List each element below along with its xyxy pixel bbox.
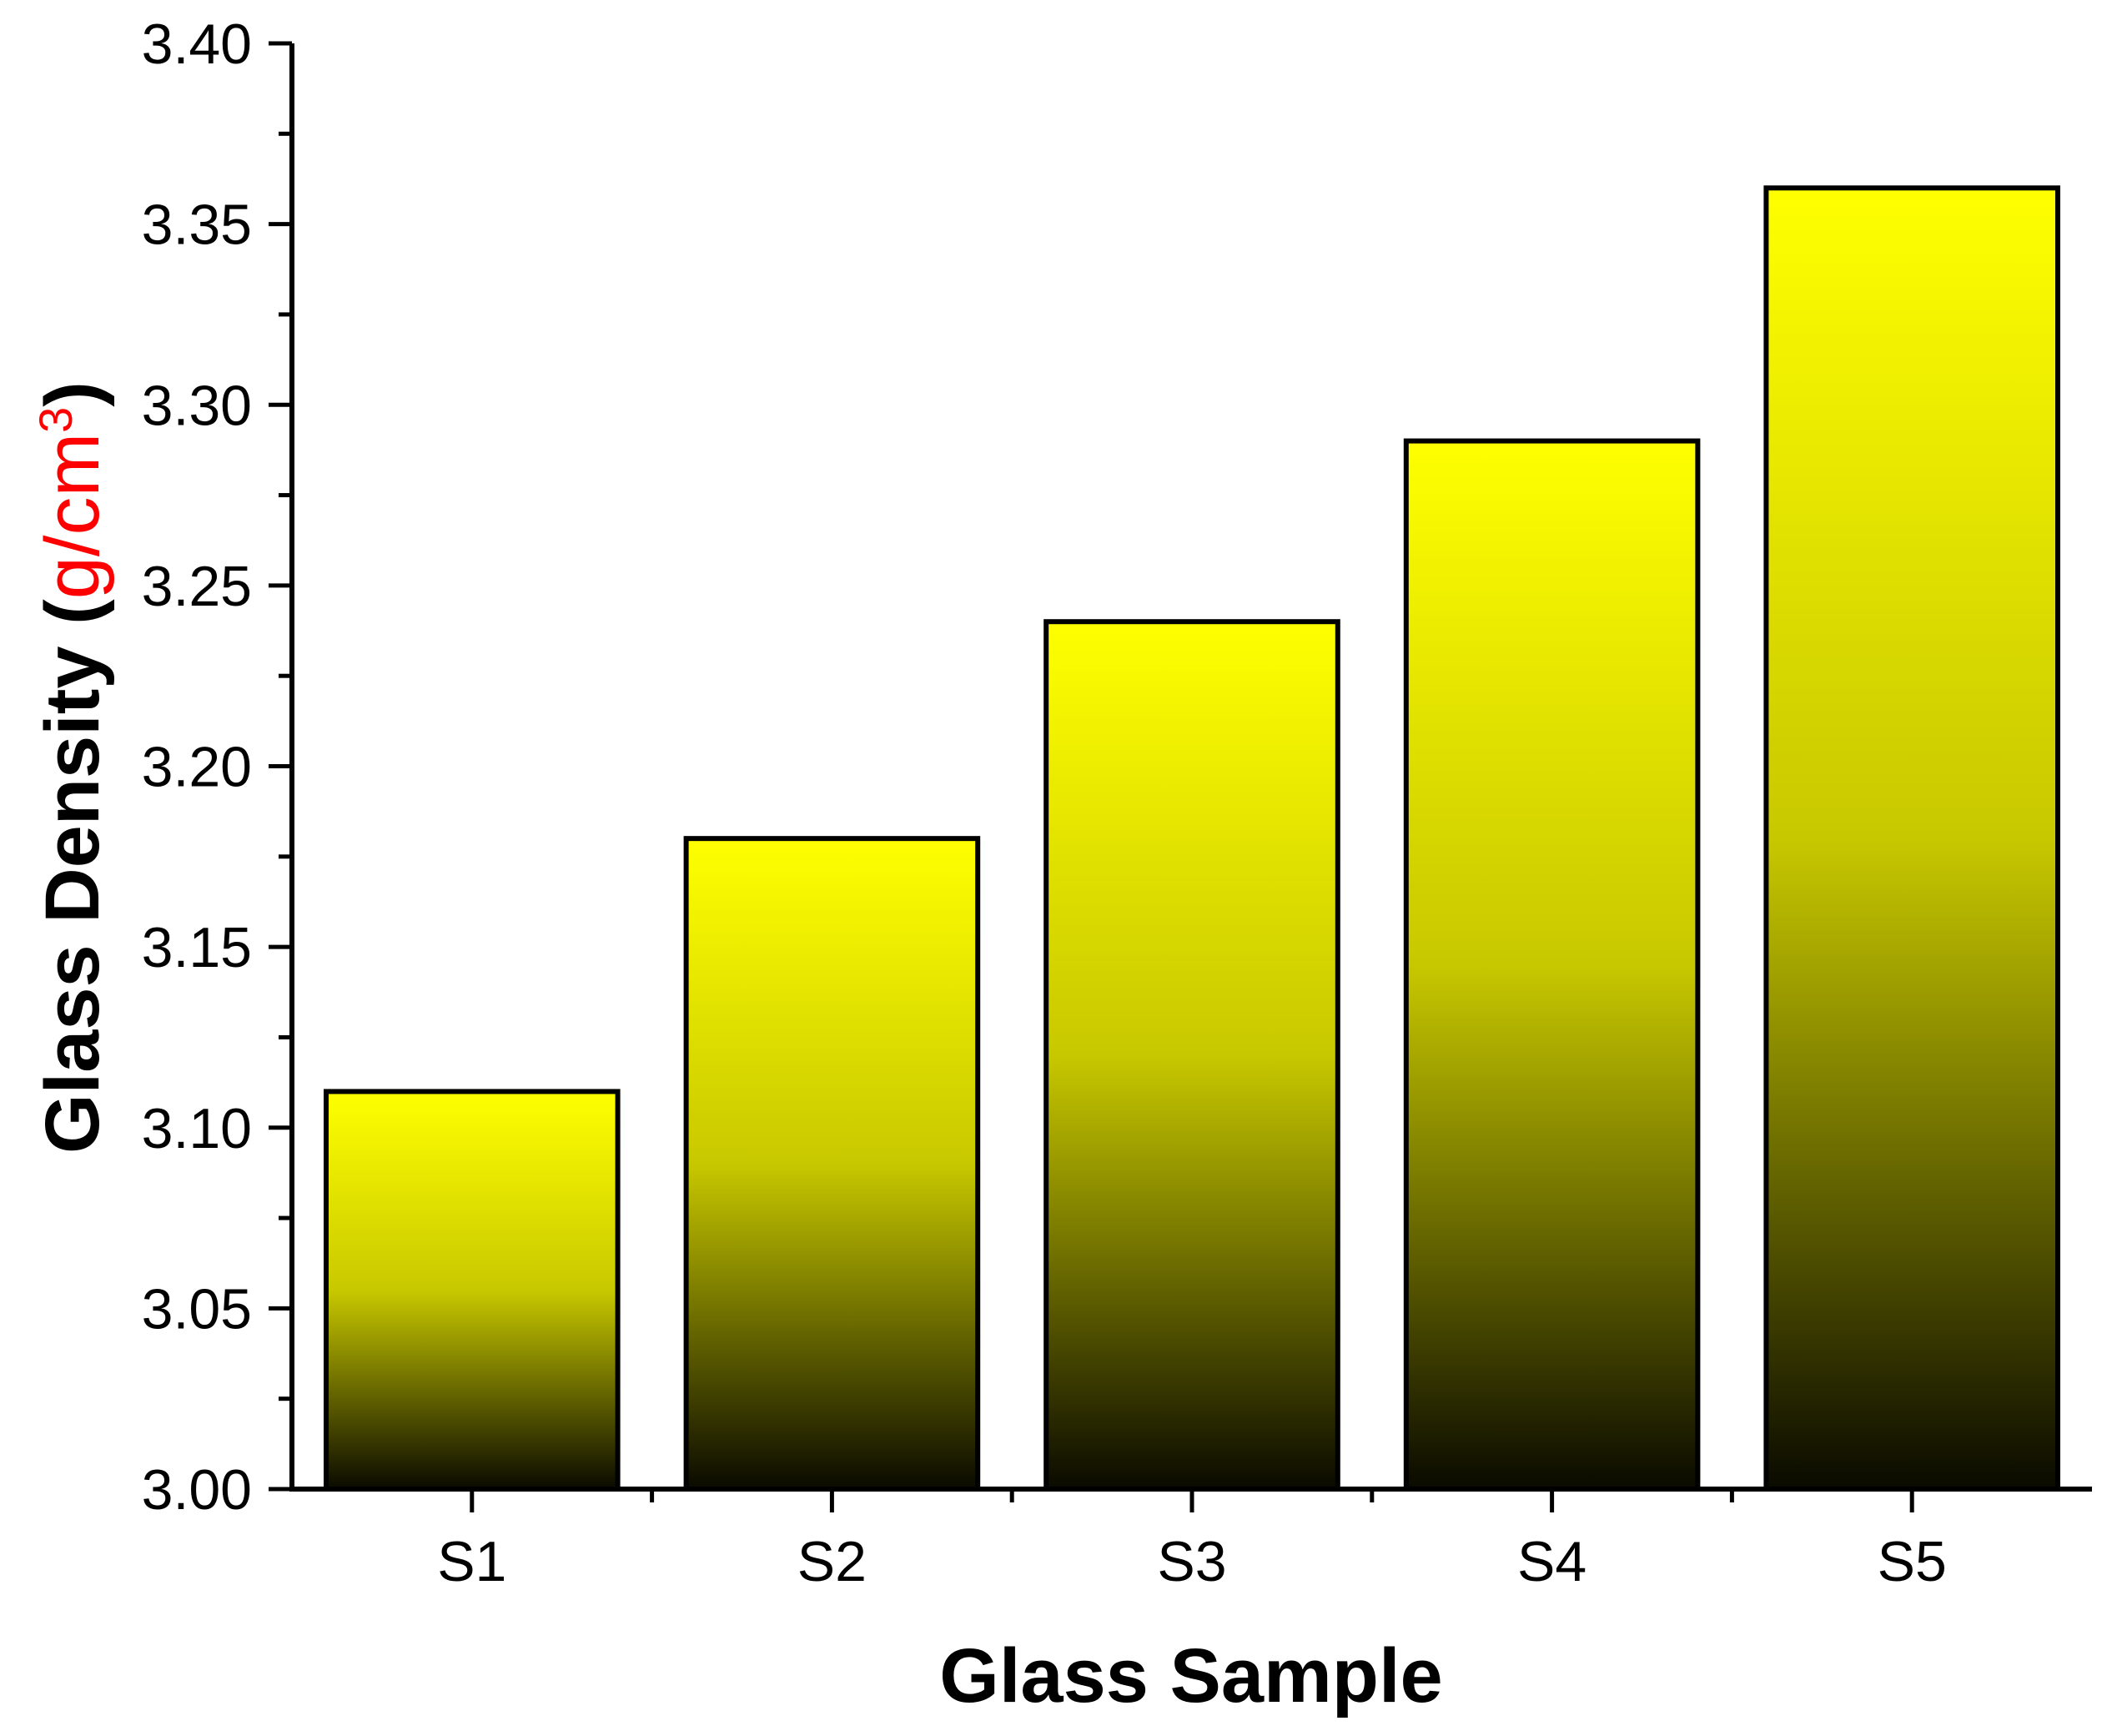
y-tick-label: 3.10	[142, 1097, 252, 1160]
y-tick-label: 3.15	[142, 916, 252, 979]
x-tick-label-s4: S4	[1517, 1530, 1587, 1593]
y-tick-label: 3.25	[142, 555, 252, 618]
y-tick-label: 3.40	[142, 13, 252, 76]
axes-layer	[269, 41, 2092, 1512]
y-tick-label: 3.20	[142, 736, 252, 799]
y-tick-label: 3.30	[142, 374, 252, 437]
bar-s2	[683, 836, 981, 1492]
y-tick-label: 3.05	[142, 1277, 252, 1341]
bar-s1	[324, 1089, 621, 1492]
bar-s4	[1403, 438, 1701, 1492]
y-axis-title-prefix: Glass Density (	[30, 599, 115, 1154]
y-axis-title-suffix: )	[30, 381, 115, 407]
x-tick-label-s5: S5	[1878, 1530, 1947, 1593]
y-axis-title: Glass Density (g/cm3)	[29, 381, 115, 1154]
y-tick-label: 3.35	[142, 194, 252, 257]
y-tick-label: 3.00	[142, 1458, 252, 1522]
x-axis-title: Glass Sample	[939, 1633, 1442, 1718]
bar-s3	[1043, 619, 1340, 1492]
x-tick-label-s1: S1	[437, 1530, 506, 1593]
bars-layer	[324, 185, 2060, 1492]
x-tick-label-s3: S3	[1157, 1530, 1226, 1593]
bar-s5	[1763, 185, 2060, 1492]
x-tick-label-s2: S2	[797, 1530, 867, 1593]
labels-layer: S1 S2 S3 S4 S5 3.00 3.05 3.10 3.15 3.20 3.25 3.30 3.…	[142, 13, 1947, 1593]
y-axis-title-unit-superscript: 3	[29, 407, 82, 433]
y-axis-title-unit: g/cm	[30, 433, 115, 599]
